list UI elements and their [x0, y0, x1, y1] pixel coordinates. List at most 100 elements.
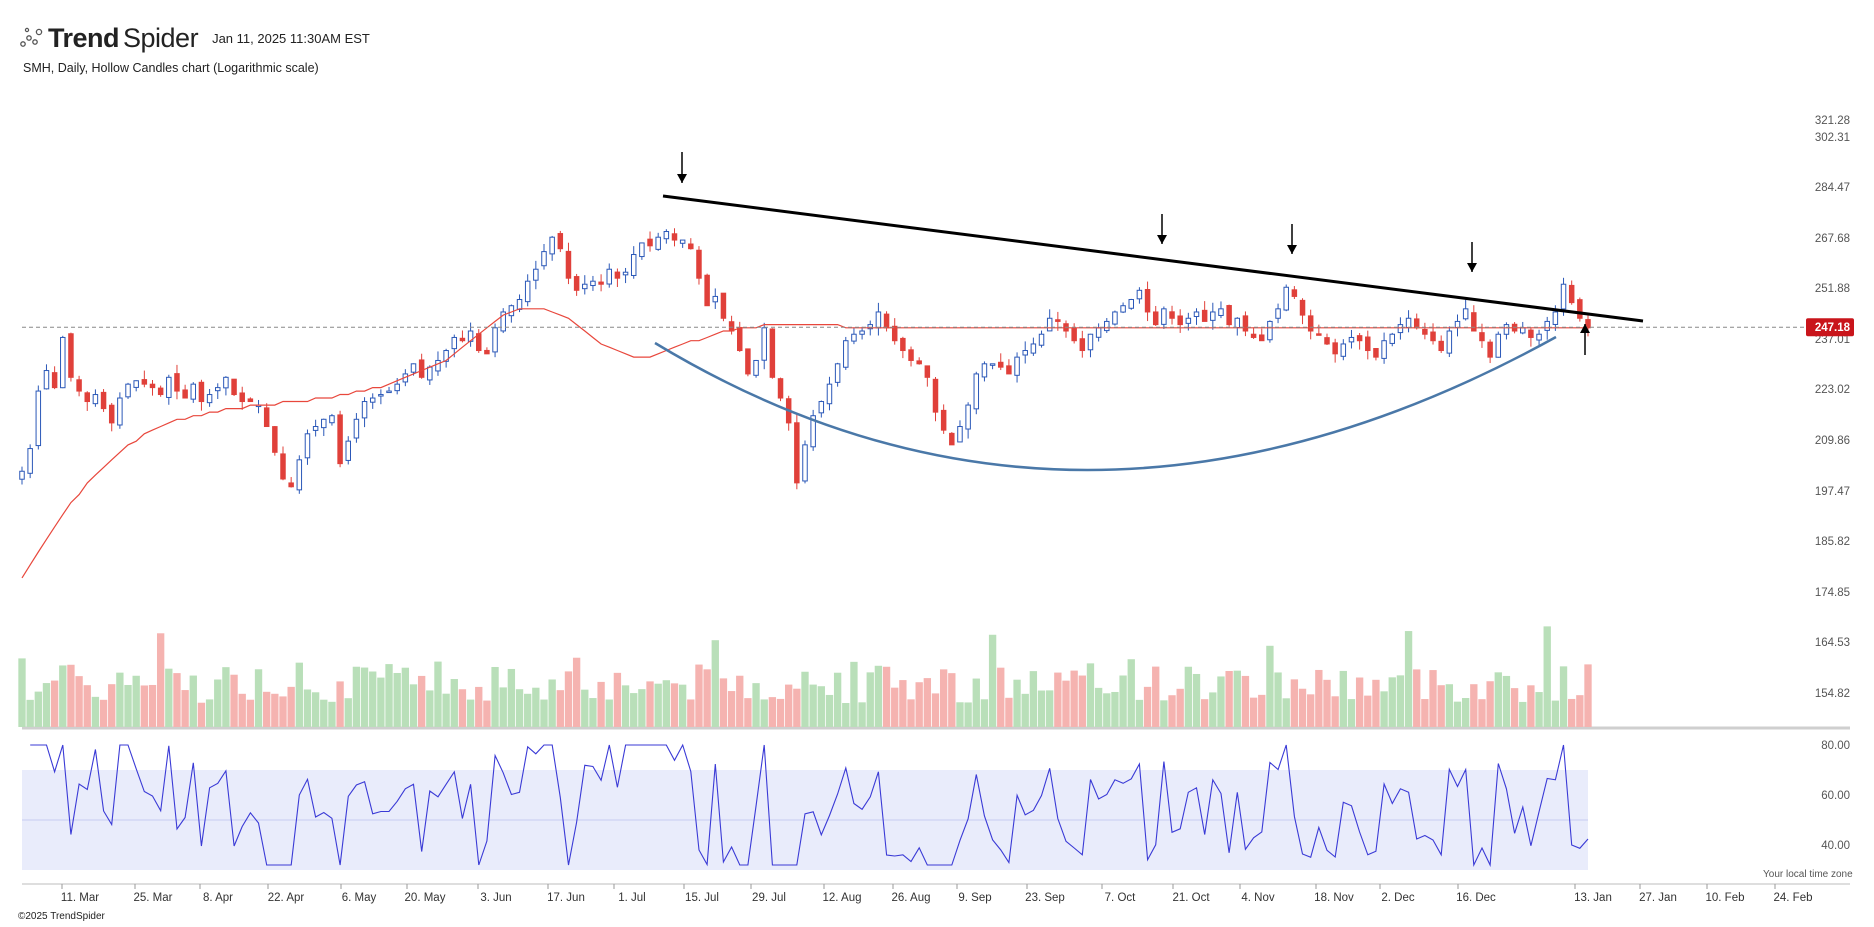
candle-body [1104, 320, 1110, 332]
volume-bar [752, 683, 760, 727]
volume-bar [1527, 685, 1535, 727]
candle-body [949, 432, 955, 446]
candle-body [1177, 315, 1183, 326]
date-tick-label: 12. Aug [822, 892, 861, 904]
candle-body [443, 350, 449, 362]
candle-body [1405, 317, 1412, 329]
candle-body [1446, 330, 1453, 354]
arrow-down-head [1467, 263, 1477, 272]
price-tick-label: 284.47 [1815, 182, 1850, 194]
volume-bar [711, 640, 719, 727]
trendspider-logo: Trend Spider [18, 23, 199, 54]
candle-body [321, 418, 327, 429]
candle-body [1169, 311, 1175, 319]
candle-body [378, 394, 384, 397]
volume-bar [1176, 688, 1184, 727]
volume-bar [205, 699, 214, 727]
volume-bar [1160, 700, 1168, 727]
date-tick-label: 18. Nov [1314, 892, 1354, 904]
candle-body [1161, 308, 1167, 325]
volume-bar [491, 666, 499, 727]
candle-body [1348, 336, 1355, 343]
candle-body [802, 444, 808, 482]
date-tick-label: 25. Mar [134, 892, 173, 904]
candle-body [1430, 331, 1436, 342]
candle-body [1136, 289, 1143, 300]
candle-body [704, 274, 710, 307]
annotations [654, 152, 1644, 472]
price-axis: 321.28 302.31 284.47 267.68 251.88 237.01 223.… [1806, 115, 1854, 852]
volume-bar [1486, 681, 1494, 727]
candle-body [1422, 328, 1428, 335]
arrow-down-head [1287, 245, 1297, 254]
candle-body [761, 327, 767, 361]
volume-bar [850, 661, 858, 727]
candle-body [43, 370, 50, 390]
candle-body [19, 470, 25, 480]
volume-bar [279, 696, 287, 727]
candle-body [1299, 299, 1306, 316]
volume-bar [328, 701, 336, 727]
candle-body [231, 378, 237, 396]
volume-bar [1470, 684, 1478, 727]
volume-bar [866, 672, 874, 727]
candle-body [1234, 317, 1241, 329]
volume-bar [1168, 695, 1176, 727]
trendspider-dots-icon [20, 27, 43, 47]
volume-bar [1478, 699, 1486, 727]
candle-body [337, 414, 343, 465]
candle-body [288, 482, 294, 488]
candle-body [108, 404, 115, 424]
volume-bar [776, 698, 785, 727]
price-tick-label: 302.31 [1815, 132, 1850, 144]
candle-body [541, 251, 547, 267]
candle-body [166, 376, 172, 398]
candle-body [484, 349, 490, 355]
date-tick-label: 20. May [405, 892, 446, 904]
volume-bar [320, 699, 328, 727]
volume-bar [1086, 663, 1095, 727]
candle-body [900, 337, 906, 352]
volume-bar [34, 691, 42, 727]
volume-bar [1241, 675, 1250, 727]
volume-bar [564, 671, 573, 727]
volume-bar [1062, 680, 1070, 727]
timezone-note: Your local time zone [1763, 869, 1853, 880]
candle-body [263, 407, 270, 428]
volume-bar [678, 684, 687, 727]
rsi-line [30, 743, 1589, 868]
candle-body [834, 363, 841, 383]
date-tick-label: 4. Nov [1241, 892, 1274, 904]
candle-body [590, 280, 596, 287]
volume-bar [311, 692, 320, 727]
candle-body [1324, 337, 1330, 345]
candle-body [565, 250, 572, 279]
candle-body [100, 391, 107, 410]
volume-bar [964, 702, 972, 727]
volume-bar [1364, 695, 1372, 727]
volume-bar [1152, 666, 1160, 727]
volume-bar [230, 674, 238, 727]
volume-bar [450, 679, 458, 727]
candle-body [639, 242, 645, 258]
volume-bar [483, 700, 491, 727]
candle-body [688, 243, 694, 250]
candle-body [1356, 335, 1363, 342]
date-tick-label: 3. Jun [480, 892, 511, 904]
candle-body [606, 268, 612, 285]
candle-body [492, 327, 498, 353]
candle-body [1079, 338, 1086, 352]
candle-body [1267, 320, 1273, 341]
volume-bar [1429, 670, 1437, 727]
volume-bar [50, 680, 59, 727]
candle-body [1283, 286, 1289, 311]
candle-body [125, 383, 131, 398]
candle-body [410, 363, 417, 373]
volume-bar [499, 687, 507, 727]
cup-curve [654, 335, 1557, 472]
last-price-tag [1806, 318, 1854, 337]
candle-body [1259, 334, 1265, 342]
candle-body [965, 404, 971, 430]
date-tick-label: 16. Dec [1456, 892, 1496, 904]
